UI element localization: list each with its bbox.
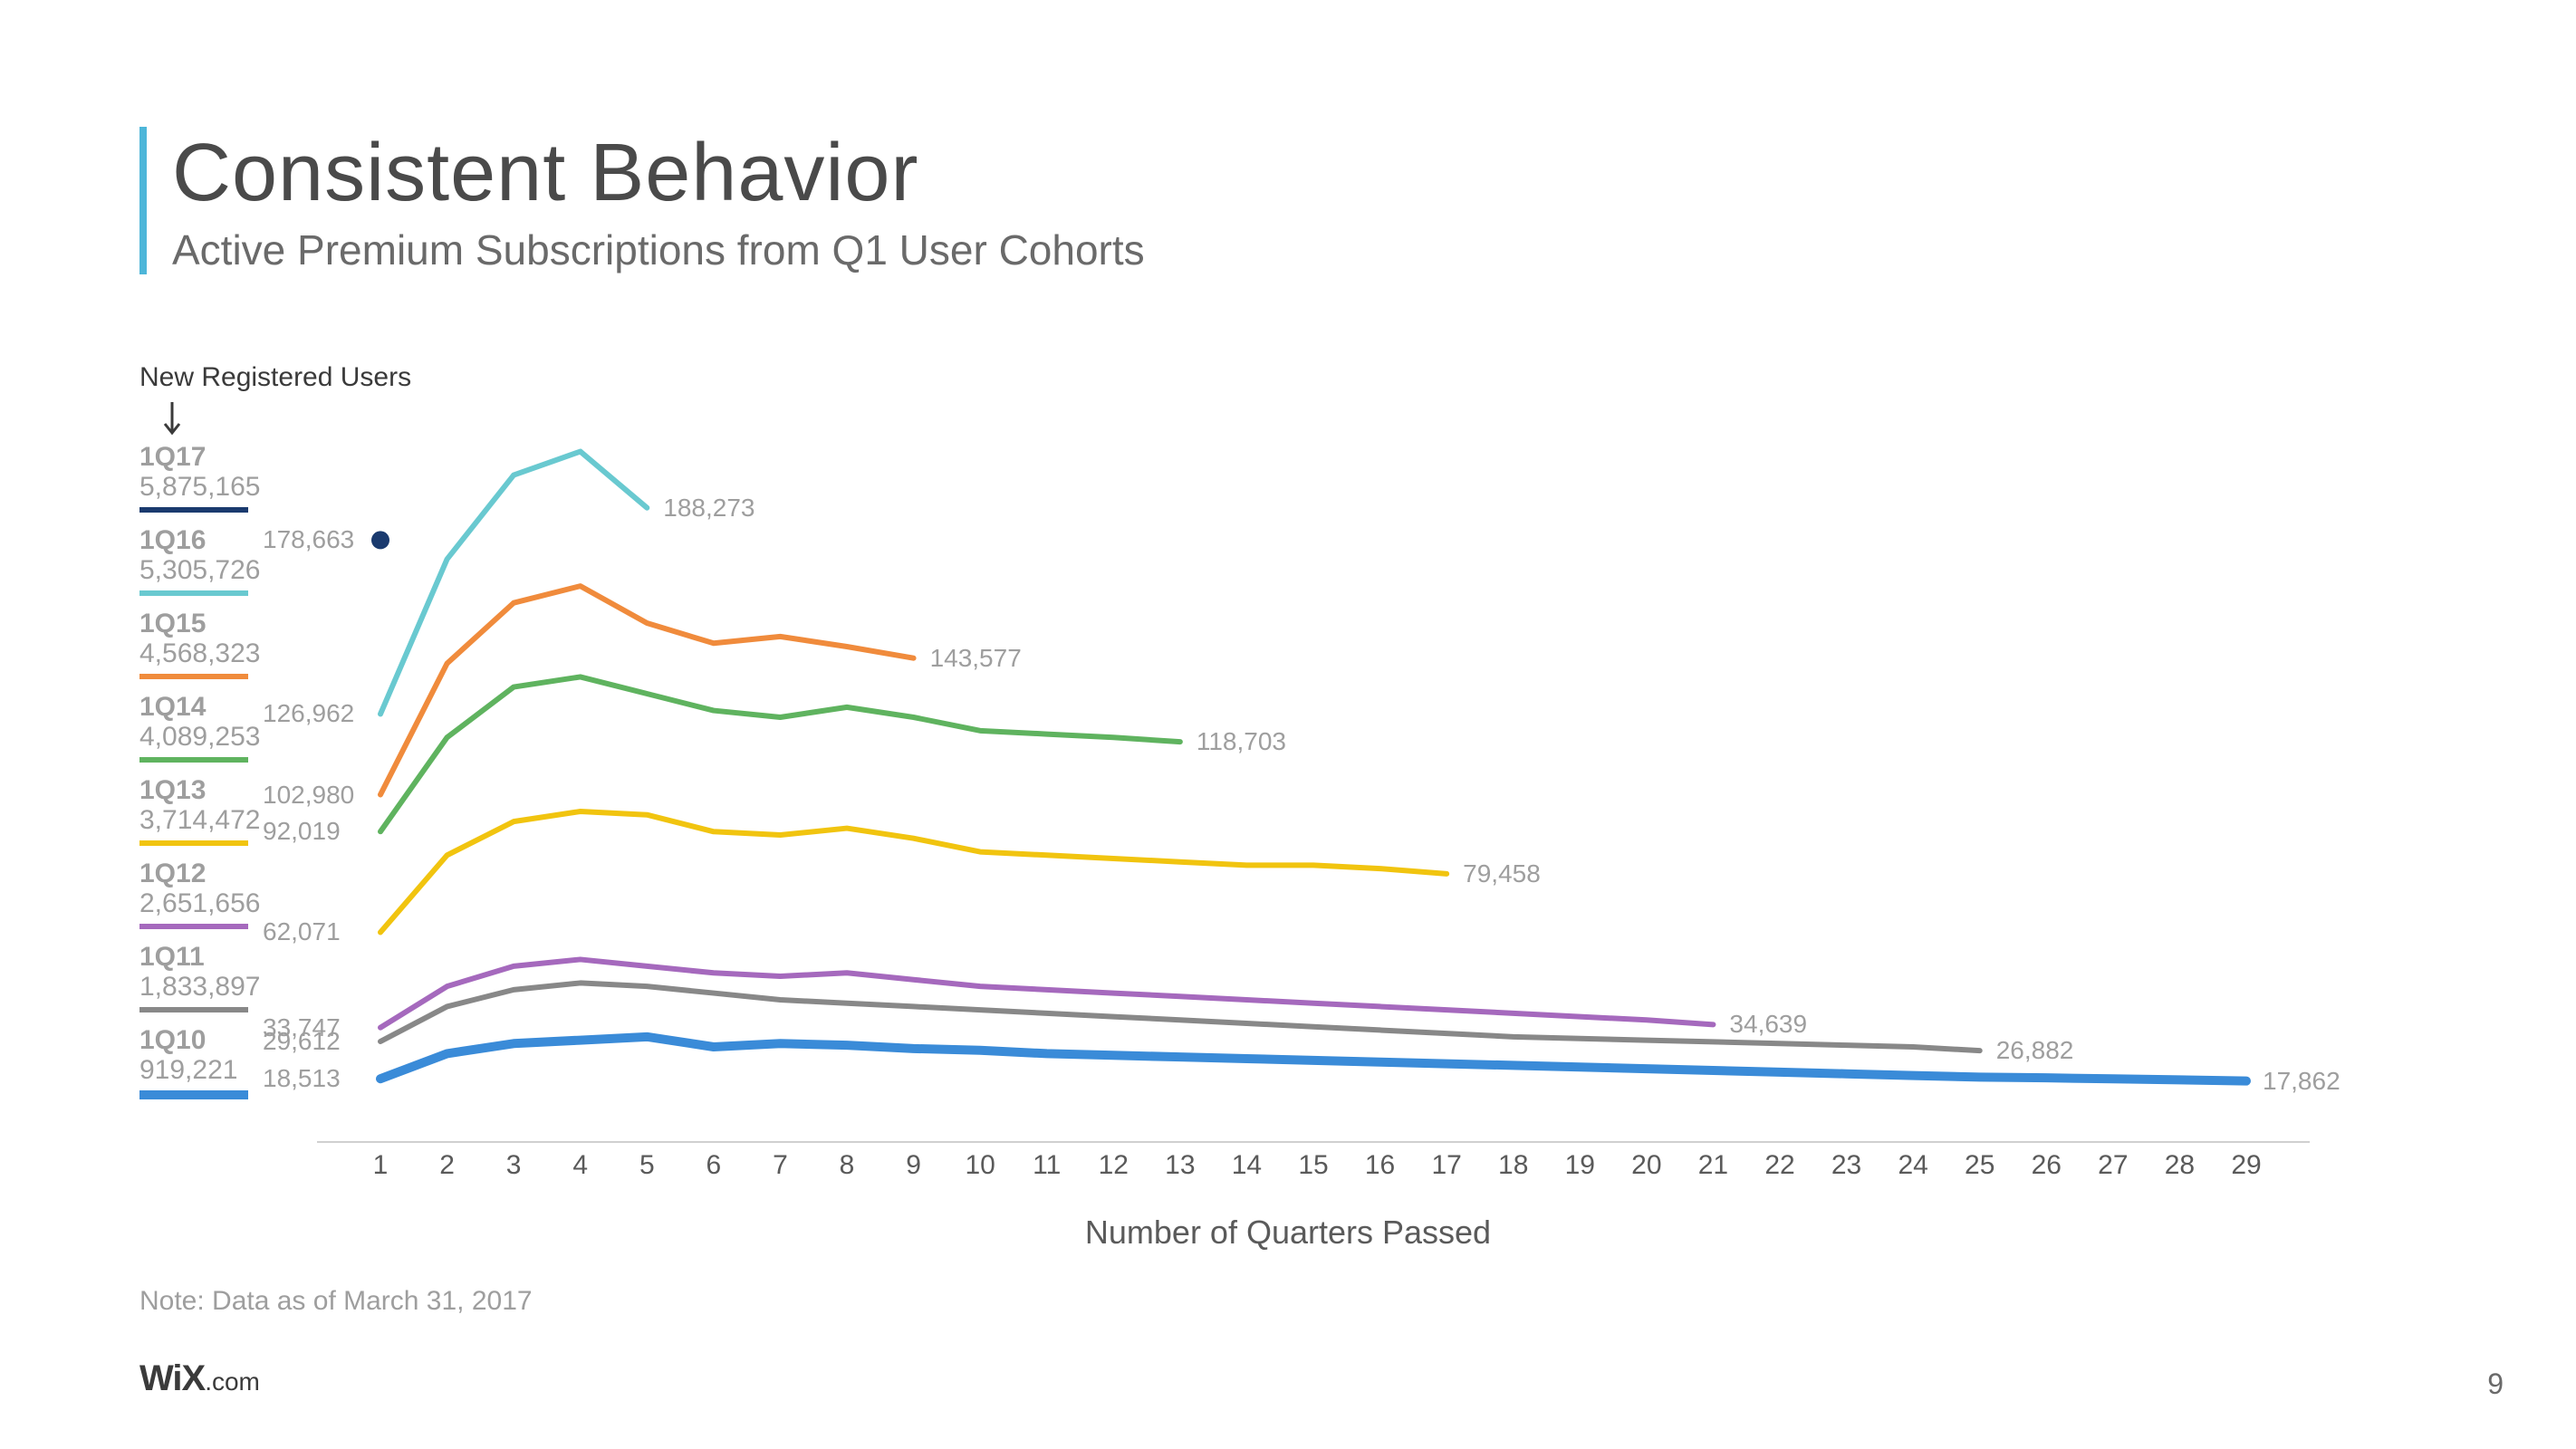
series-end-label-1q10: 17,862 — [2263, 1067, 2341, 1096]
legend-cohort-value: 1,833,897 — [139, 972, 303, 1002]
x-axis-line — [317, 1141, 2310, 1143]
new-registered-users-label: New Registered Users — [139, 362, 411, 393]
series-line-1q13 — [380, 811, 1447, 932]
x-tick: 3 — [506, 1150, 522, 1181]
legend-item-1q11: 1Q111,833,897 — [139, 942, 303, 1012]
series-start-label-1q10: 18,513 — [263, 1064, 341, 1093]
legend-swatch — [139, 1090, 248, 1099]
legend-item-1q15: 1Q154,568,323 — [139, 609, 303, 679]
x-tick: 26 — [2032, 1150, 2062, 1181]
series-start-label-1q16: 126,962 — [263, 699, 354, 728]
x-axis-label: Number of Quarters Passed — [0, 1214, 2576, 1252]
x-tick: 13 — [1165, 1150, 1195, 1181]
x-tick: 14 — [1232, 1150, 1262, 1181]
x-tick: 6 — [706, 1150, 722, 1181]
x-tick: 18 — [1498, 1150, 1528, 1181]
x-tick: 28 — [2165, 1150, 2195, 1181]
legend-swatch — [139, 590, 248, 596]
x-tick: 9 — [906, 1150, 921, 1181]
footnote: Note: Data as of March 31, 2017 — [139, 1286, 533, 1317]
x-tick: 21 — [1698, 1150, 1728, 1181]
x-tick: 8 — [840, 1150, 855, 1181]
series-end-label-1q12: 34,639 — [1729, 1010, 1807, 1039]
wix-logo: WiX.com — [139, 1358, 260, 1399]
x-tick: 4 — [572, 1150, 588, 1181]
legend-cohort-value: 5,305,726 — [139, 555, 303, 585]
x-tick: 22 — [1764, 1150, 1794, 1181]
legend-cohort-label: 1Q17 — [139, 442, 303, 472]
series-start-label-1q17: 178,663 — [263, 525, 354, 554]
series-start-label-1q14: 92,019 — [263, 817, 341, 846]
x-tick: 5 — [639, 1150, 655, 1181]
series-line-1q15 — [380, 586, 914, 794]
legend-cohort-value: 5,875,165 — [139, 472, 303, 502]
series-start-label-1q15: 102,980 — [263, 781, 354, 810]
x-tick: 10 — [965, 1150, 995, 1181]
legend-cohort-value: 2,651,656 — [139, 888, 303, 918]
legend-swatch — [139, 757, 248, 763]
logo-suffix: .com — [205, 1367, 260, 1396]
slide-subtitle: Active Premium Subscriptions from Q1 Use… — [172, 226, 1145, 274]
x-tick: 17 — [1431, 1150, 1461, 1181]
x-tick: 7 — [773, 1150, 788, 1181]
x-tick: 15 — [1298, 1150, 1328, 1181]
x-tick: 11 — [1033, 1150, 1061, 1181]
logo-main: WiX — [139, 1358, 205, 1398]
x-tick: 1 — [373, 1150, 389, 1181]
legend-item-1q17: 1Q175,875,165 — [139, 442, 303, 513]
series-end-label-1q16: 188,273 — [663, 494, 755, 523]
series-line-1q10 — [380, 1037, 2246, 1081]
down-arrow-icon — [161, 400, 197, 440]
x-tick: 2 — [439, 1150, 455, 1181]
series-line-1q16 — [380, 452, 647, 715]
x-tick: 12 — [1099, 1150, 1129, 1181]
legend-cohort-value: 4,568,323 — [139, 638, 303, 668]
title-block: Consistent Behavior Active Premium Subsc… — [139, 127, 1145, 274]
legend-swatch — [139, 507, 248, 513]
x-tick: 29 — [2231, 1150, 2261, 1181]
x-tick: 23 — [1831, 1150, 1861, 1181]
data-point-1q17 — [371, 531, 389, 549]
page-number: 9 — [2487, 1367, 2504, 1401]
x-tick: 27 — [2098, 1150, 2128, 1181]
legend-swatch — [139, 924, 248, 929]
x-tick: 19 — [1565, 1150, 1595, 1181]
series-line-1q12 — [380, 959, 1713, 1027]
legend-swatch — [139, 840, 248, 846]
series-end-label-1q14: 118,703 — [1197, 727, 1286, 756]
x-tick: 24 — [1898, 1150, 1927, 1181]
x-tick: 16 — [1365, 1150, 1395, 1181]
slide: Consistent Behavior Active Premium Subsc… — [0, 0, 2576, 1449]
cohort-line-chart — [317, 435, 2310, 1141]
series-start-label-1q11: 29,612 — [263, 1027, 341, 1056]
series-end-label-1q11: 26,882 — [1996, 1036, 2074, 1065]
series-end-label-1q15: 143,577 — [930, 644, 1022, 673]
series-line-1q14 — [380, 677, 1180, 831]
x-tick: 20 — [1631, 1150, 1661, 1181]
legend-swatch — [139, 1007, 248, 1012]
series-end-label-1q13: 79,458 — [1463, 859, 1541, 888]
legend-cohort-label: 1Q15 — [139, 609, 303, 638]
series-start-label-1q13: 62,071 — [263, 917, 341, 946]
x-tick: 25 — [1965, 1150, 1994, 1181]
legend-cohort-label: 1Q12 — [139, 859, 303, 888]
legend-swatch — [139, 674, 248, 679]
slide-title: Consistent Behavior — [172, 127, 1145, 220]
